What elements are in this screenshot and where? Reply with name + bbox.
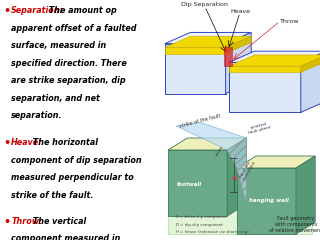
Text: H = heave (extension viz shortening): H = heave (extension viz shortening) <box>176 230 249 234</box>
Polygon shape <box>229 51 320 62</box>
Text: •: • <box>3 217 10 227</box>
Polygon shape <box>224 48 232 66</box>
Text: The horizontal: The horizontal <box>30 138 98 147</box>
Text: •: • <box>3 6 10 16</box>
Polygon shape <box>229 66 301 72</box>
Polygon shape <box>301 55 320 72</box>
Text: surface, measured in: surface, measured in <box>11 41 107 50</box>
Text: The vertical: The vertical <box>30 217 86 226</box>
Text: component of dip separation: component of dip separation <box>11 156 142 165</box>
Polygon shape <box>165 48 226 54</box>
Polygon shape <box>301 51 320 112</box>
Text: D = dip-slip component: D = dip-slip component <box>176 223 223 227</box>
Text: Fault geometry
with components
of relative movement: Fault geometry with components of relati… <box>269 216 320 233</box>
Polygon shape <box>168 198 312 234</box>
Polygon shape <box>229 55 320 66</box>
Text: are strike separation, dip: are strike separation, dip <box>11 76 126 85</box>
Polygon shape <box>226 32 251 94</box>
Polygon shape <box>227 138 246 204</box>
Text: •: • <box>3 138 10 148</box>
Text: strike of the fault.: strike of the fault. <box>11 191 93 200</box>
Text: Heave:: Heave: <box>11 138 43 147</box>
Text: striated
fault plane: striated fault plane <box>247 121 272 135</box>
Text: component measured in: component measured in <box>11 234 121 240</box>
Text: The amount op: The amount op <box>45 6 116 15</box>
Text: measured perpendicular to: measured perpendicular to <box>11 173 134 182</box>
Text: dip of the
fault plane: dip of the fault plane <box>238 158 256 181</box>
Polygon shape <box>168 138 246 150</box>
Polygon shape <box>165 36 251 48</box>
Text: separation, and net: separation, and net <box>11 94 100 103</box>
Text: strike of the fault: strike of the fault <box>179 114 221 129</box>
Polygon shape <box>237 168 296 234</box>
Polygon shape <box>229 62 301 112</box>
Polygon shape <box>227 138 246 216</box>
Text: Dip Separation: Dip Separation <box>181 2 228 7</box>
Polygon shape <box>176 122 246 150</box>
Text: S = strike-slip component: S = strike-slip component <box>176 216 227 219</box>
Polygon shape <box>226 36 251 54</box>
Text: apparent offset of a faulted: apparent offset of a faulted <box>11 24 137 32</box>
Polygon shape <box>237 156 315 168</box>
Polygon shape <box>165 44 226 94</box>
Text: specified direction. There: specified direction. There <box>11 59 127 68</box>
Text: separation.: separation. <box>11 111 63 120</box>
Text: footwall: footwall <box>176 182 201 187</box>
Text: hanging wall: hanging wall <box>249 198 289 203</box>
Text: Throw:: Throw: <box>11 217 43 226</box>
Polygon shape <box>165 32 251 44</box>
Text: Separation:: Separation: <box>11 6 64 15</box>
Text: Heave: Heave <box>230 9 250 14</box>
Text: Throw: Throw <box>280 19 300 24</box>
Polygon shape <box>296 156 315 234</box>
Polygon shape <box>168 150 227 216</box>
Text: throw: throw <box>215 145 224 157</box>
